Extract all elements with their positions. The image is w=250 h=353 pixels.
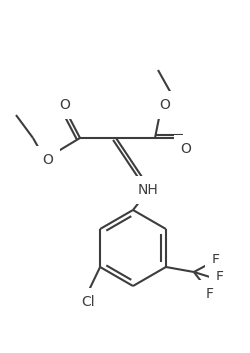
Text: F: F	[205, 287, 213, 301]
Text: O: O	[59, 98, 70, 112]
Text: O: O	[180, 142, 191, 156]
Text: O: O	[159, 98, 170, 112]
Text: Cl: Cl	[81, 295, 94, 309]
Text: O: O	[42, 153, 53, 167]
Text: F: F	[215, 270, 223, 284]
Text: NH: NH	[137, 183, 158, 197]
Text: F: F	[211, 253, 219, 267]
